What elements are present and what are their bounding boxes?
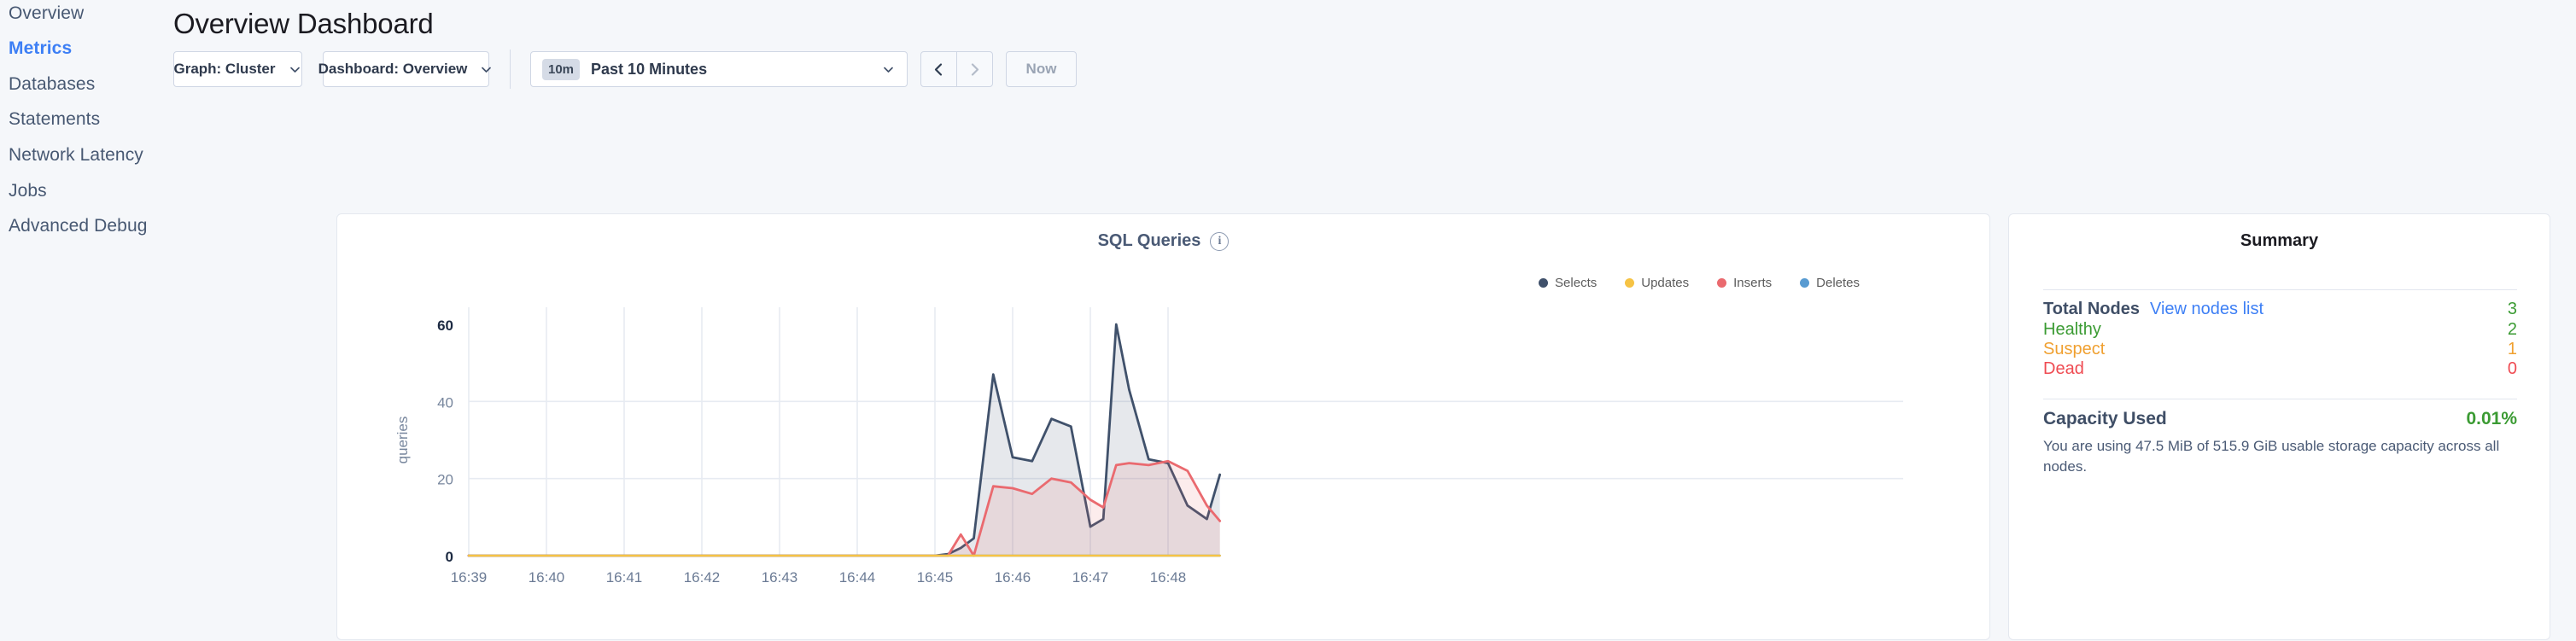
suspect-value: 1 <box>2507 340 2517 358</box>
x-tick-1: 16:40 <box>529 569 565 586</box>
x-tick-6: 16:45 <box>917 569 954 586</box>
legend-label-selects: Selects <box>1555 276 1598 290</box>
summary-row-healthy: Healthy 2 <box>2043 320 2517 340</box>
x-tick-3: 16:42 <box>684 569 721 586</box>
y-axis-label: queries <box>394 417 411 464</box>
chart-title: SQL Queries <box>1097 231 1201 250</box>
chevron-right-icon <box>971 62 979 76</box>
view-nodes-list-link[interactable]: View nodes list <box>2149 300 2264 318</box>
sidebar-item-databases[interactable]: Databases <box>9 74 96 94</box>
legend-swatch-inserts <box>1717 278 1727 288</box>
legend-label-inserts: Inserts <box>1733 276 1773 290</box>
legend-item-deletes[interactable]: Deletes <box>1800 276 1860 290</box>
healthy-label: Healthy <box>2043 320 2101 339</box>
legend-swatch-deletes <box>1800 278 1810 288</box>
healthy-value: 2 <box>2507 320 2517 339</box>
legend-item-updates[interactable]: Updates <box>1625 276 1689 290</box>
graph-select-label: Graph: Cluster <box>173 61 276 77</box>
dead-value: 0 <box>2507 359 2517 378</box>
total-nodes-label: Total Nodes <box>2043 300 2140 318</box>
x-tick-5: 16:44 <box>839 569 876 586</box>
summary-title: Summary <box>2240 231 2319 250</box>
sidebar-item-jobs[interactable]: Jobs <box>9 181 47 201</box>
x-tick-4: 16:43 <box>762 569 798 586</box>
x-tick-2: 16:41 <box>606 569 643 586</box>
total-nodes-value: 3 <box>2507 300 2517 318</box>
x-tick-8: 16:47 <box>1072 569 1109 586</box>
y-tick-60: 60 <box>437 318 453 334</box>
toolbar-divider <box>510 50 511 89</box>
time-nav-group <box>920 51 993 87</box>
y-tick-40: 40 <box>437 394 453 411</box>
chart-plot-area[interactable]: 0 20 40 60 queries 16:39 16:40 16:41 16:42 16:43 1… <box>337 214 1991 641</box>
suspect-label: Suspect <box>2043 340 2106 358</box>
x-tick-0: 16:39 <box>451 569 488 586</box>
page-title: Overview Dashboard <box>173 8 434 39</box>
sidebar-item-metrics[interactable]: Metrics <box>9 38 73 58</box>
dashboard-select[interactable]: Dashboard: Overview <box>318 51 492 87</box>
y-tick-0: 0 <box>446 549 453 565</box>
series-area-inserts <box>469 461 1220 556</box>
time-range-badge: 10m <box>542 58 581 80</box>
chevron-down-icon <box>881 62 896 77</box>
chevron-down-icon <box>479 62 494 77</box>
time-prev-button[interactable] <box>921 52 956 86</box>
legend-swatch-updates <box>1625 278 1635 288</box>
y-tick-20: 20 <box>437 472 453 488</box>
time-next-button[interactable] <box>956 52 992 86</box>
dead-label: Dead <box>2043 359 2084 378</box>
x-tick-7: 16:46 <box>995 569 1031 586</box>
sidebar-item-advanced-debug[interactable]: Advanced Debug <box>9 216 148 236</box>
chevron-left-icon <box>934 62 943 76</box>
legend-label-deletes: Deletes <box>1816 276 1860 290</box>
series-area-selects <box>469 324 1220 556</box>
summary-row-dead: Dead 0 <box>2043 359 2517 379</box>
legend-label-updates: Updates <box>1641 276 1690 290</box>
chart-legend: Selects Updates Inserts Deletes <box>1539 276 1860 290</box>
sidebar-item-statements[interactable]: Statements <box>9 109 101 129</box>
sidebar-item-network-latency[interactable]: Network Latency <box>9 145 143 165</box>
summary-divider <box>2043 289 2517 290</box>
summary-row-total-nodes: Total Nodes View nodes list 3 <box>2043 300 2517 319</box>
dashboard-select-label: Dashboard: Overview <box>318 61 468 77</box>
info-icon[interactable]: i <box>1210 231 1230 251</box>
legend-item-inserts[interactable]: Inserts <box>1717 276 1772 290</box>
legend-item-selects[interactable]: Selects <box>1539 276 1597 290</box>
legend-swatch-selects <box>1539 278 1549 288</box>
sql-queries-chart-card: SQL Queries i Selects Updates Inserts Delet… <box>336 213 1990 640</box>
summary-card: Summary Total Nodes View nodes list 3 He… <box>2008 213 2550 640</box>
time-range-label: Past 10 Minutes <box>591 60 708 78</box>
sidebar: Overview Metrics Databases Statements Networ… <box>0 0 165 623</box>
chevron-down-icon <box>288 62 302 77</box>
time-range-select[interactable]: 10m Past 10 Minutes <box>530 51 908 87</box>
summary-row-capacity: Capacity Used 0.01% <box>2043 409 2517 429</box>
capacity-description: You are using 47.5 MiB of 515.9 GiB usab… <box>2043 438 2500 475</box>
summary-row-suspect: Suspect 1 <box>2043 340 2517 359</box>
chart-header: SQL Queries i <box>337 231 1989 251</box>
capacity-used-label: Capacity Used <box>2043 409 2167 428</box>
sidebar-item-overview[interactable]: Overview <box>9 3 85 23</box>
x-tick-9: 16:48 <box>1150 569 1187 586</box>
capacity-used-value: 0.01% <box>2466 409 2517 428</box>
now-button[interactable]: Now <box>1006 51 1077 87</box>
graph-select[interactable]: Graph: Cluster <box>173 51 302 87</box>
